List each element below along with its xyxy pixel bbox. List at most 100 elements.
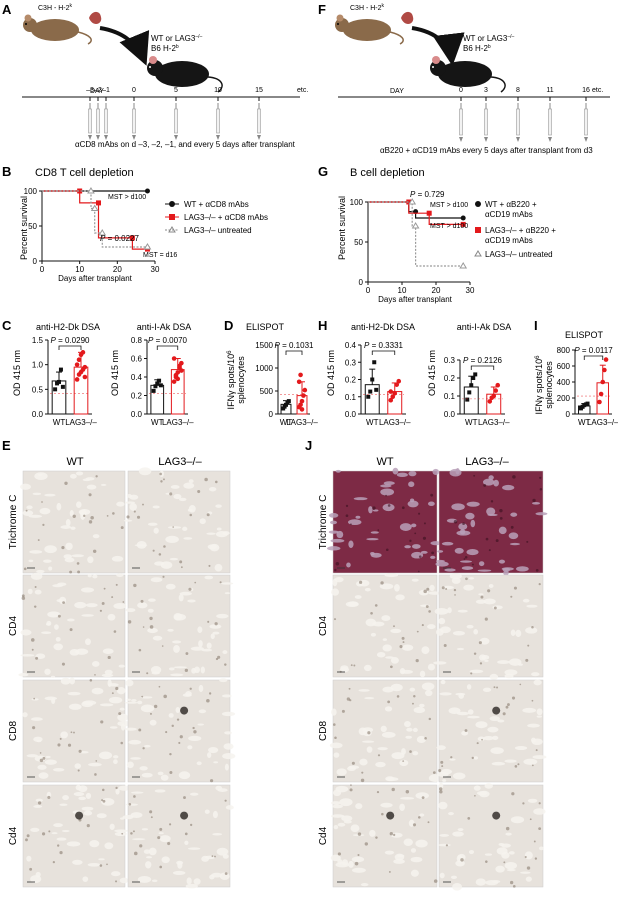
- p-symbol: P: [463, 356, 469, 365]
- tubule: [359, 758, 368, 766]
- data-point: [469, 383, 474, 388]
- nucleus: [460, 858, 464, 862]
- tubule: [197, 626, 203, 634]
- data-point: [177, 363, 182, 369]
- y-axis-label: splenocytes: [544, 361, 554, 409]
- x-tick-label: LAG3–/–: [587, 418, 618, 427]
- x-tick-label: LAG3–/–: [162, 418, 194, 427]
- tubule: [179, 591, 192, 596]
- tubule: [130, 812, 143, 818]
- tubule: [56, 502, 62, 511]
- tubule: [515, 629, 522, 638]
- tubule: [492, 605, 503, 610]
- micrograph: [22, 784, 131, 888]
- timeline-ticks: –3 –2 –1 0 5 10 15: [86, 87, 263, 140]
- tubule: [179, 497, 187, 502]
- tubule: [477, 569, 492, 572]
- nucleus: [464, 555, 468, 559]
- tubule: [442, 585, 454, 590]
- nucleus: [127, 620, 132, 624]
- x-tick-label: WT: [578, 418, 591, 427]
- survival-plot: 0 50 100 0 10 20 30: [24, 187, 160, 274]
- tubule: [380, 488, 395, 496]
- mst-label: MST > d100: [430, 202, 468, 209]
- tubule: [355, 803, 363, 810]
- data-point: [80, 350, 86, 355]
- significance-bracket: [371, 350, 396, 355]
- tubule: [340, 665, 349, 671]
- nucleus: [224, 872, 228, 875]
- tubule: [30, 717, 43, 721]
- nucleus: [535, 568, 539, 572]
- nucleus: [476, 742, 479, 745]
- panel-letter-j: J: [305, 438, 312, 453]
- nucleus: [529, 818, 532, 821]
- tubule: [114, 831, 127, 837]
- nucleus: [128, 802, 132, 806]
- tubule: [399, 668, 406, 675]
- nucleus: [190, 823, 193, 827]
- tubule: [496, 847, 508, 855]
- tubule: [527, 798, 538, 803]
- tubule: [487, 513, 498, 517]
- legend-label: WT + αB220 +: [485, 200, 537, 209]
- recipient-strain: WT or LAG3–/–: [151, 34, 202, 43]
- nucleus: [483, 483, 487, 487]
- svg-text:P = 0.729: P = 0.729: [410, 190, 445, 199]
- tubule: [87, 862, 101, 867]
- nucleus: [510, 880, 514, 885]
- data-point: [390, 394, 396, 400]
- nucleus: [88, 520, 93, 524]
- nucleus: [513, 586, 517, 590]
- tubule: [382, 638, 388, 641]
- tubule: [114, 829, 129, 833]
- nucleus: [415, 659, 419, 663]
- nucleus: [69, 628, 73, 632]
- tubule: [151, 879, 158, 883]
- nucleus: [115, 786, 118, 790]
- tubule: [448, 707, 461, 715]
- nucleus: [418, 816, 421, 819]
- tubule: [384, 706, 393, 712]
- nucleus: [534, 857, 538, 860]
- p-number: = 0.0290: [56, 336, 90, 345]
- tubule: [384, 850, 395, 855]
- data-point: [157, 378, 162, 383]
- p-symbol: P: [148, 336, 154, 345]
- tubule: [28, 559, 34, 563]
- tubule: [459, 529, 466, 535]
- tubule: [19, 483, 32, 490]
- tubule: [216, 613, 229, 619]
- tubule: [404, 720, 411, 728]
- nucleus: [25, 838, 28, 842]
- nucleus: [479, 662, 483, 665]
- nucleus: [132, 830, 135, 833]
- nucleus: [204, 477, 208, 482]
- timeline-day-label: 0: [132, 87, 136, 94]
- syringe-icon: [548, 108, 552, 136]
- nucleus: [380, 581, 384, 585]
- x-axis-label: Days after transplant: [58, 274, 133, 283]
- nucleus: [33, 697, 36, 700]
- x-tick-label: LAG3–/–: [286, 418, 318, 427]
- tubule: [419, 670, 426, 678]
- nucleus: [122, 601, 125, 603]
- nucleus: [59, 737, 62, 740]
- p-value: P = 0.3331: [364, 341, 403, 350]
- nucleus: [385, 548, 389, 552]
- tubule: [223, 743, 234, 750]
- nucleus: [481, 738, 483, 741]
- tubule: [366, 746, 373, 753]
- bar-chart: 0.0 0.5 1.0 1.5 WT LAG3–/– P = 0.0290: [32, 336, 97, 427]
- nucleus: [389, 832, 393, 836]
- tubule: [525, 627, 538, 634]
- tubule: [165, 535, 179, 544]
- nucleus: [519, 683, 522, 686]
- tubule: [148, 847, 157, 856]
- tubule: [139, 766, 148, 771]
- nucleus: [423, 522, 426, 525]
- tubule: [61, 829, 70, 833]
- tubule: [498, 559, 506, 564]
- tubule: [26, 754, 38, 758]
